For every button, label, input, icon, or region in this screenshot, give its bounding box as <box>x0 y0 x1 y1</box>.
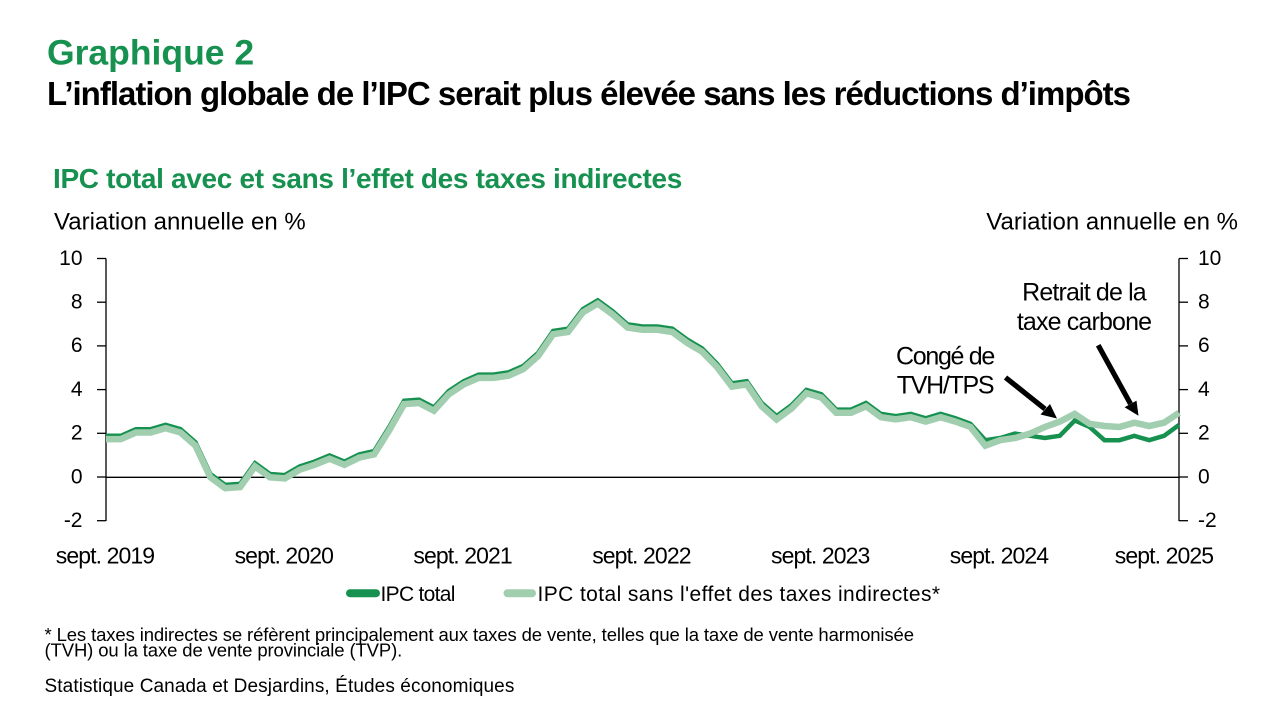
svg-text:10: 10 <box>59 247 82 270</box>
svg-text:Variation annuelle en %: Variation annuelle en % <box>54 208 306 235</box>
svg-text:0: 0 <box>1198 465 1210 488</box>
svg-text:(TVH) ou la taxe de vente prov: (TVH) ou la taxe de vente provinciale (T… <box>45 640 403 661</box>
svg-text:8: 8 <box>71 291 83 314</box>
svg-text:6: 6 <box>71 334 83 357</box>
svg-text:* Les taxes indirectes se réfè: * Les taxes indirectes se réfèrent princ… <box>45 624 914 645</box>
svg-text:IPC total sans l'effet des tax: IPC total sans l'effet des taxes indirec… <box>538 583 941 606</box>
svg-text:sept. 2022: sept. 2022 <box>592 543 691 569</box>
svg-text:Graphique 2: Graphique 2 <box>47 33 254 73</box>
svg-text:IPC total avec et sans l’effet: IPC total avec et sans l’effet des taxes… <box>53 163 682 194</box>
svg-text:4: 4 <box>71 378 83 401</box>
svg-text:10: 10 <box>1198 247 1221 270</box>
svg-text:TVH/TPS: TVH/TPS <box>897 372 994 400</box>
svg-text:sept. 2024: sept. 2024 <box>950 543 1050 569</box>
svg-text:0: 0 <box>71 465 83 488</box>
svg-text:8: 8 <box>1198 291 1210 314</box>
svg-text:sept. 2025: sept. 2025 <box>1115 543 1214 569</box>
svg-text:4: 4 <box>1198 378 1210 401</box>
svg-text:2: 2 <box>1198 422 1210 445</box>
svg-text:sept. 2021: sept. 2021 <box>413 543 512 569</box>
svg-text:Congé de: Congé de <box>896 343 994 371</box>
svg-text:IPC total: IPC total <box>381 583 455 606</box>
svg-text:sept. 2020: sept. 2020 <box>235 543 334 569</box>
svg-text:Statistique Canada et Desjardi: Statistique Canada et Desjardins, Études… <box>45 676 515 697</box>
svg-text:Variation annuelle en %: Variation annuelle en % <box>986 208 1238 235</box>
svg-text:sept. 2023: sept. 2023 <box>771 543 870 569</box>
svg-text:6: 6 <box>1198 334 1210 357</box>
svg-text:taxe carbone: taxe carbone <box>1017 308 1151 336</box>
svg-text:-2: -2 <box>1198 509 1217 532</box>
svg-text:-2: -2 <box>64 509 83 532</box>
svg-text:L’inflation globale de l’IPC s: L’inflation globale de l’IPC serait plus… <box>47 75 1130 112</box>
svg-text:sept. 2019: sept. 2019 <box>56 543 155 569</box>
svg-text:Retrait de la: Retrait de la <box>1022 279 1147 307</box>
svg-text:2: 2 <box>71 422 83 445</box>
